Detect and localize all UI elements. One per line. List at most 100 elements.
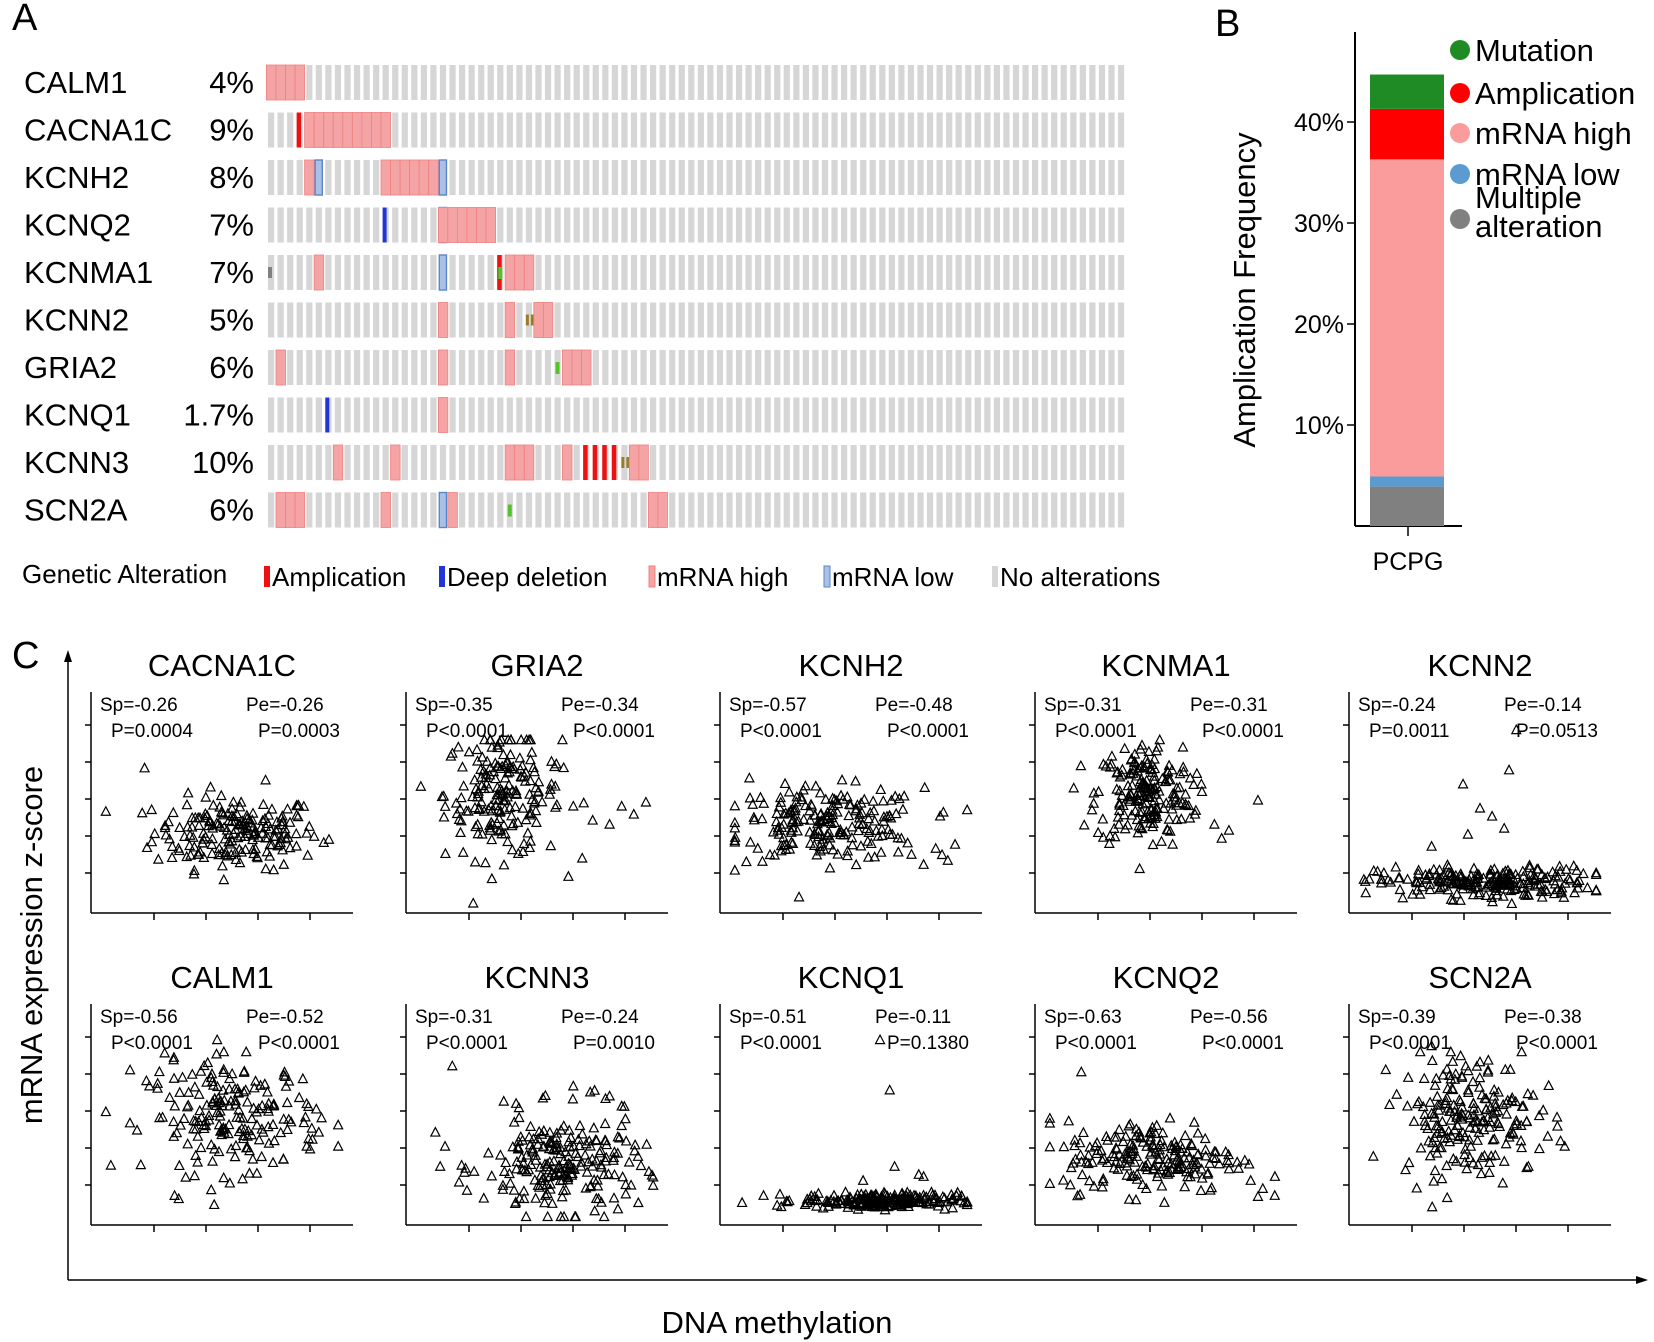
oncoprint-cell	[564, 65, 571, 100]
oncoprint-cell	[287, 207, 294, 243]
scatter-point	[198, 1059, 210, 1071]
scatter-point	[174, 1086, 186, 1097]
scatter-point	[1455, 1049, 1467, 1061]
scatter-point	[1411, 876, 1422, 888]
scatter-point	[1154, 733, 1166, 745]
scatter-point	[1097, 758, 1109, 769]
oncoprint-cell	[344, 65, 351, 100]
scatter-point	[522, 827, 534, 838]
scatter-point	[1560, 863, 1572, 874]
scatter-point	[1127, 1139, 1139, 1150]
oncoprint-cell	[812, 65, 819, 100]
scatter-point	[537, 1179, 549, 1190]
scatter-point	[1150, 1127, 1162, 1139]
oncoprint-cell	[602, 255, 609, 290]
scatter-point	[470, 820, 482, 832]
scatter-point	[1158, 802, 1170, 813]
oncoprint-cell	[592, 397, 599, 433]
oncoprint-cell	[516, 492, 523, 528]
scatter-point	[1552, 871, 1564, 882]
scatter-point	[1125, 1170, 1137, 1181]
scatter-point	[478, 1192, 490, 1203]
scatter-point	[1419, 1108, 1431, 1120]
scatter-point	[1175, 1160, 1187, 1172]
oncoprint-cell	[984, 492, 991, 528]
oncoprint-cell	[1089, 302, 1096, 338]
scatter-stat-pe: Pe=-0.26	[246, 695, 324, 716]
scatter-point	[1257, 1182, 1269, 1193]
oncoprint-cell	[564, 207, 571, 243]
panel-letter-c: C	[12, 635, 39, 677]
oncoprint-cell	[459, 350, 466, 385]
scatter-point	[1064, 1178, 1076, 1190]
oncoprint-cell	[783, 65, 790, 100]
oncoprint-cell	[449, 397, 456, 433]
scatter-point	[1171, 781, 1183, 793]
oncoprint-cell	[888, 492, 895, 528]
scatter-point	[588, 1122, 600, 1133]
scatter-point	[1471, 1134, 1483, 1145]
scatter-point	[1498, 1155, 1510, 1166]
scatter-point	[1480, 1092, 1492, 1104]
scatter-point	[214, 820, 226, 831]
scatter-point	[1424, 878, 1436, 889]
oncoprint-cell	[755, 445, 762, 480]
scatter-point	[567, 1080, 579, 1091]
scatter-point	[910, 1189, 922, 1201]
scatter-point	[1418, 1072, 1430, 1083]
mrna-high-mark	[476, 207, 487, 243]
scatter-point	[1208, 818, 1220, 829]
oncoprint-cell	[659, 302, 666, 338]
oncoprint-cell	[287, 160, 294, 195]
oncoprint-cell	[650, 112, 657, 148]
oncoprint-cell	[783, 160, 790, 195]
oncoprint-cell	[707, 445, 714, 480]
scatter-point	[290, 827, 302, 839]
oncoprint-cell	[478, 350, 485, 385]
scatter-point	[955, 1194, 967, 1206]
scatter-point	[1134, 806, 1146, 817]
oncoprint-cell	[831, 397, 838, 433]
oncoprint-cell	[516, 302, 523, 338]
scatter-point	[770, 815, 782, 827]
oncoprint-cell	[411, 255, 418, 290]
oncoprint-cell	[831, 160, 838, 195]
oncoprint-cell	[1012, 112, 1020, 148]
scatter-point	[1128, 756, 1140, 768]
oncoprint-cell	[965, 397, 972, 433]
scatter-point	[182, 787, 194, 798]
scatter-point	[530, 1154, 542, 1165]
scatter-point	[223, 1083, 235, 1094]
truncating-mark	[525, 314, 529, 326]
oncoprint-cell	[353, 492, 361, 528]
oncoprint-cell	[1051, 65, 1058, 100]
scatter-point	[206, 832, 218, 844]
scatter-point	[729, 864, 741, 875]
oncoprint-cell	[602, 160, 609, 195]
oncoprint-cell	[564, 112, 571, 148]
oncoprint-cell	[726, 112, 733, 148]
scatter-point	[544, 788, 556, 799]
oncoprint-cell	[716, 255, 724, 290]
oncoprint-cell	[640, 350, 647, 385]
scatter-point	[530, 804, 542, 816]
oncoprint-cell	[1117, 445, 1125, 480]
scatter-point	[747, 798, 759, 809]
scatter-point	[811, 1200, 823, 1211]
scatter-stat-sp: Sp=-0.63	[1044, 1007, 1122, 1028]
scatter-stat-sp: Sp=-0.56	[100, 1007, 178, 1028]
mrna-high-mark	[275, 64, 286, 101]
scatter-point	[544, 1183, 556, 1194]
oncoprint-cell	[869, 207, 876, 243]
scatter-point	[1432, 1099, 1444, 1110]
mrna-high-mark	[437, 349, 449, 386]
scatter-point	[218, 1045, 230, 1057]
scatter-point	[229, 1150, 241, 1162]
oncoprint-cell	[1003, 302, 1010, 338]
oncoprint-cell	[525, 350, 533, 385]
oncoprint-cell	[363, 65, 370, 100]
oncoprint-cell	[1041, 160, 1048, 195]
scatter-point	[501, 757, 513, 768]
mrna-high-mark	[371, 112, 382, 148]
